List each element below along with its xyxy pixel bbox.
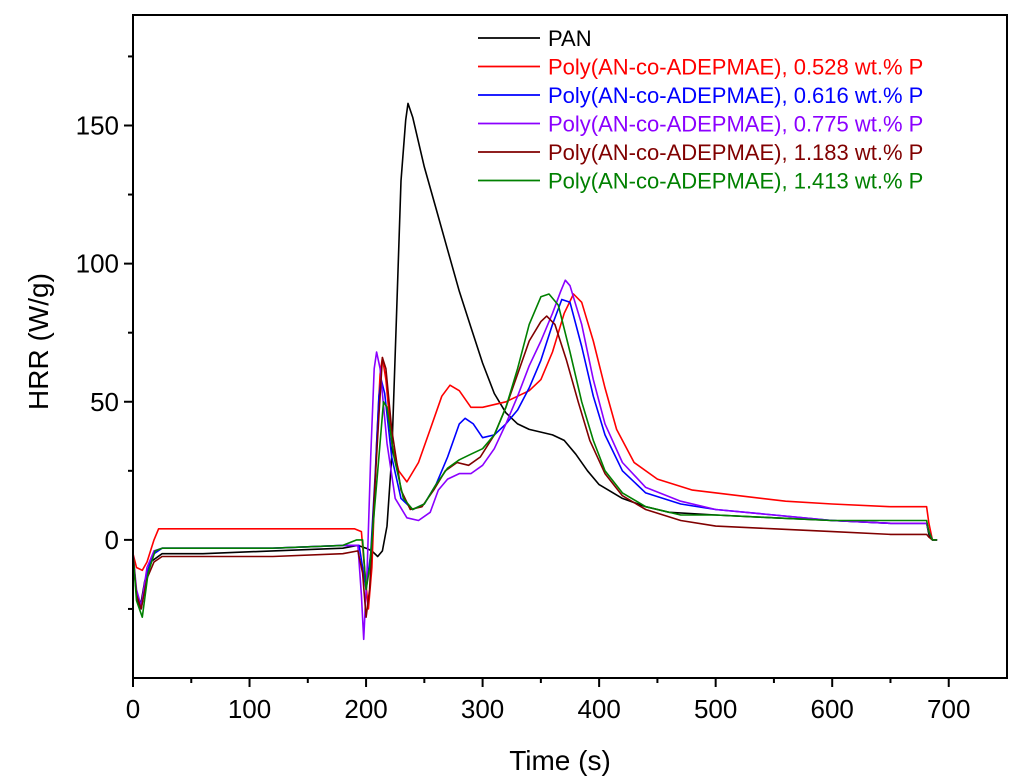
x-tick-label: 500 <box>694 694 737 724</box>
y-axis-ticks: 0 50 100 150 <box>76 55 133 610</box>
x-tick-label: 700 <box>927 694 970 724</box>
x-tick-label: 100 <box>228 694 271 724</box>
legend: PAN Poly(AN-co-ADEPMAE), 0.528 wt.% P Poly… <box>478 26 923 194</box>
x-axis-title: Time (s) <box>509 745 611 776</box>
legend-label-3: Poly(AN-co-ADEPMAE), 0.775 wt.% P <box>548 112 923 137</box>
x-tick-label: 200 <box>344 694 387 724</box>
x-tick-label: 0 <box>126 694 140 724</box>
legend-label-4: Poly(AN-co-ADEPMAE), 1.183 wt.% P <box>548 140 923 165</box>
legend-label-1: Poly(AN-co-ADEPMAE), 0.528 wt.% P <box>548 55 923 80</box>
x-axis-ticks: 0 100 200 300 400 500 600 700 <box>126 678 970 724</box>
y-tick-label: 100 <box>76 249 119 279</box>
y-tick-label: 0 <box>105 525 119 555</box>
legend-label-2: Poly(AN-co-ADEPMAE), 0.616 wt.% P <box>548 83 923 108</box>
series-line-4 <box>132 315 938 619</box>
series-line-1 <box>132 293 938 610</box>
series-line-3 <box>132 279 938 641</box>
plot-lines <box>132 102 938 641</box>
y-tick-label: 50 <box>90 387 119 417</box>
y-axis-title: HRR (W/g) <box>23 273 54 410</box>
series-line-0 <box>132 102 938 610</box>
legend-label-5: Poly(AN-co-ADEPMAE), 1.413 wt.% P <box>548 169 923 194</box>
plot-frame <box>132 14 1008 679</box>
x-tick-label: 600 <box>811 694 854 724</box>
legend-label-0: PAN <box>548 26 592 51</box>
series-line-2 <box>132 298 938 610</box>
x-tick-label: 300 <box>461 694 504 724</box>
series-line-5 <box>132 293 938 619</box>
x-tick-label: 400 <box>577 694 620 724</box>
y-tick-label: 150 <box>76 111 119 141</box>
